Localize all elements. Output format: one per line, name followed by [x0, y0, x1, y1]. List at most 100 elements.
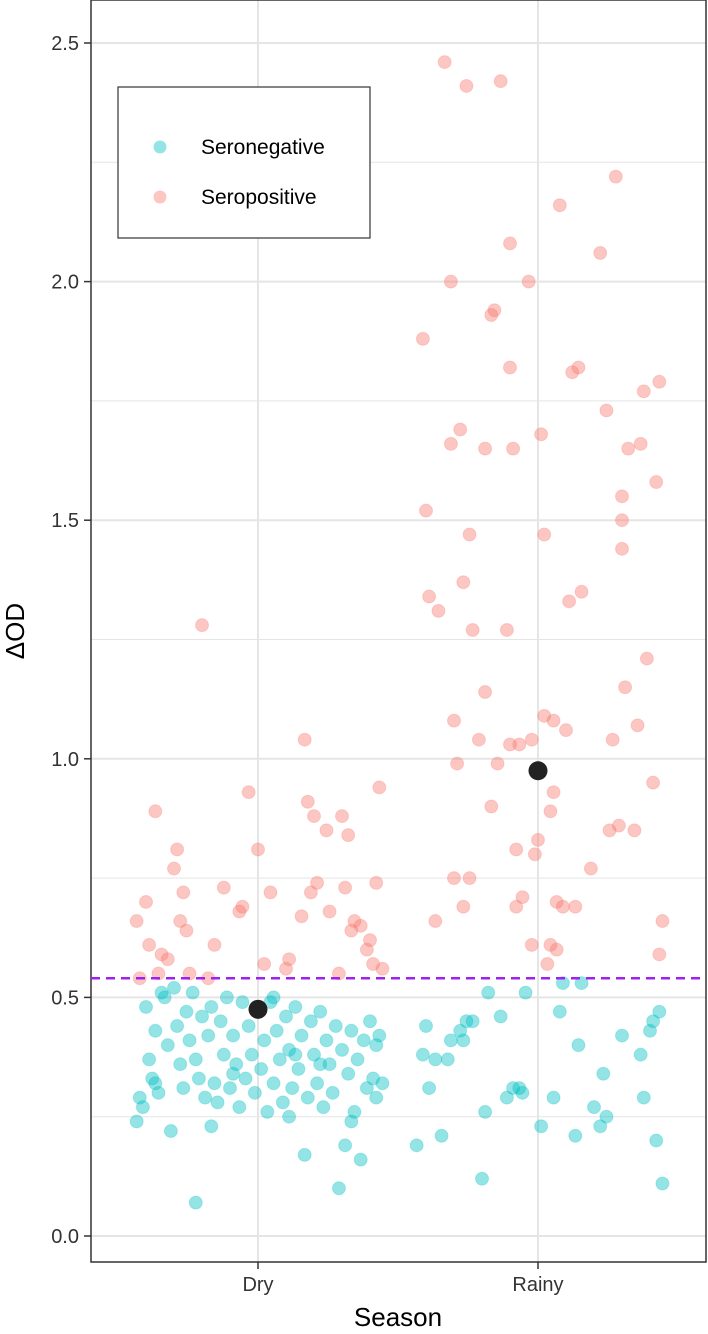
- point-seropositive: [543, 937, 558, 952]
- point-seronegative: [139, 999, 153, 1014]
- y-tick-label: 0.5: [51, 987, 79, 1009]
- x-tick-label: Dry: [242, 1274, 273, 1296]
- point-seropositive: [652, 947, 667, 962]
- point-seropositive: [139, 894, 153, 909]
- point-seropositive: [419, 503, 433, 518]
- point-seropositive: [465, 622, 480, 637]
- point-seropositive: [151, 966, 166, 981]
- point-seropositive: [422, 589, 437, 604]
- x-tick-label: Rainy: [512, 1274, 563, 1296]
- point-seronegative: [151, 1085, 166, 1100]
- x-axis-title: Season: [354, 1302, 442, 1332]
- point-seronegative: [434, 1128, 449, 1143]
- point-seropositive: [583, 861, 598, 876]
- point-seronegative: [499, 1090, 514, 1105]
- point-seronegative: [238, 1071, 253, 1086]
- point-seronegative: [148, 1076, 163, 1091]
- mean-point-rainy: [528, 761, 548, 781]
- point-seronegative: [210, 1095, 225, 1110]
- y-axis: 0.0 0.5 1.0 1.5 2.0 2.5: [51, 33, 91, 1248]
- point-seronegative: [366, 1071, 381, 1086]
- point-seronegative: [191, 1071, 206, 1086]
- point-seronegative: [415, 1047, 430, 1062]
- legend-key-seropositive: [153, 190, 167, 204]
- point-seronegative: [204, 1119, 219, 1134]
- point-seropositive: [447, 871, 461, 886]
- point-seropositive: [173, 914, 188, 929]
- point-seropositive: [447, 713, 461, 728]
- point-seropositive: [428, 914, 443, 929]
- point-seronegative: [440, 1052, 455, 1067]
- point-seropositive: [353, 918, 368, 933]
- point-seropositive: [453, 422, 468, 437]
- legend-label-seronegative: Seronegative: [201, 136, 325, 159]
- point-seronegative: [201, 1028, 216, 1043]
- point-seronegative: [574, 976, 589, 991]
- point-seropositive: [599, 403, 614, 418]
- point-seropositive: [235, 899, 250, 914]
- point-seropositive: [372, 780, 387, 795]
- point-seropositive: [216, 880, 231, 895]
- data-points: [129, 55, 670, 1210]
- point-seronegative: [456, 1033, 471, 1048]
- point-seropositive: [512, 737, 527, 752]
- y-tick-label: 1.0: [51, 749, 79, 771]
- point-seronegative: [356, 1033, 371, 1048]
- point-seronegative: [219, 990, 234, 1005]
- point-seronegative: [282, 1109, 297, 1124]
- point-seropositive: [148, 804, 163, 819]
- point-seronegative: [142, 1052, 157, 1067]
- group-means: [248, 761, 548, 1019]
- point-seropositive: [487, 303, 502, 318]
- point-seropositive: [319, 823, 334, 838]
- point-seronegative: [188, 1052, 203, 1067]
- point-seropositive: [263, 885, 278, 900]
- point-seronegative: [173, 1057, 188, 1072]
- point-seropositive: [363, 933, 377, 948]
- point-seropositive: [546, 785, 561, 800]
- point-seropositive: [443, 274, 458, 289]
- point-seropositive: [540, 956, 555, 971]
- point-seropositive: [484, 308, 499, 323]
- point-seropositive: [537, 708, 552, 723]
- point-seronegative: [282, 1042, 297, 1057]
- point-seropositive: [549, 942, 564, 957]
- y-tick-label: 2.5: [51, 33, 79, 55]
- point-seropositive: [182, 966, 197, 981]
- point-seropositive: [621, 441, 636, 456]
- point-seropositive: [279, 961, 293, 976]
- point-seropositive: [303, 885, 318, 900]
- point-seronegative: [272, 1052, 287, 1067]
- point-seronegative: [188, 1195, 203, 1210]
- point-seronegative: [409, 1138, 424, 1153]
- point-seronegative: [593, 1119, 608, 1134]
- point-seropositive: [649, 475, 664, 490]
- point-seropositive: [375, 961, 390, 976]
- point-seronegative: [459, 1014, 474, 1029]
- point-seropositive: [129, 914, 144, 929]
- point-seropositive: [493, 74, 508, 89]
- point-seronegative: [247, 1085, 262, 1100]
- point-seropositive: [615, 541, 629, 556]
- point-seronegative: [223, 1081, 237, 1096]
- point-seropositive: [615, 513, 629, 528]
- point-seronegative: [288, 999, 303, 1014]
- point-seronegative: [347, 1104, 362, 1119]
- point-seronegative: [148, 1023, 163, 1038]
- point-seropositive: [347, 914, 362, 929]
- point-seronegative: [285, 1081, 300, 1096]
- point-seropositive: [524, 732, 539, 747]
- point-seronegative: [512, 1081, 527, 1096]
- point-seronegative: [649, 1133, 664, 1148]
- point-seronegative: [369, 1090, 384, 1105]
- point-seropositive: [443, 436, 458, 451]
- y-tick-label: 2.0: [51, 272, 79, 294]
- point-seronegative: [226, 1066, 241, 1081]
- y-axis-title: ΔOD: [0, 603, 30, 659]
- point-seropositive: [562, 594, 577, 609]
- point-seropositive: [527, 847, 542, 862]
- point-seropositive: [646, 775, 661, 790]
- point-seropositive: [636, 384, 651, 399]
- point-seronegative: [266, 990, 281, 1005]
- point-seropositive: [633, 436, 648, 451]
